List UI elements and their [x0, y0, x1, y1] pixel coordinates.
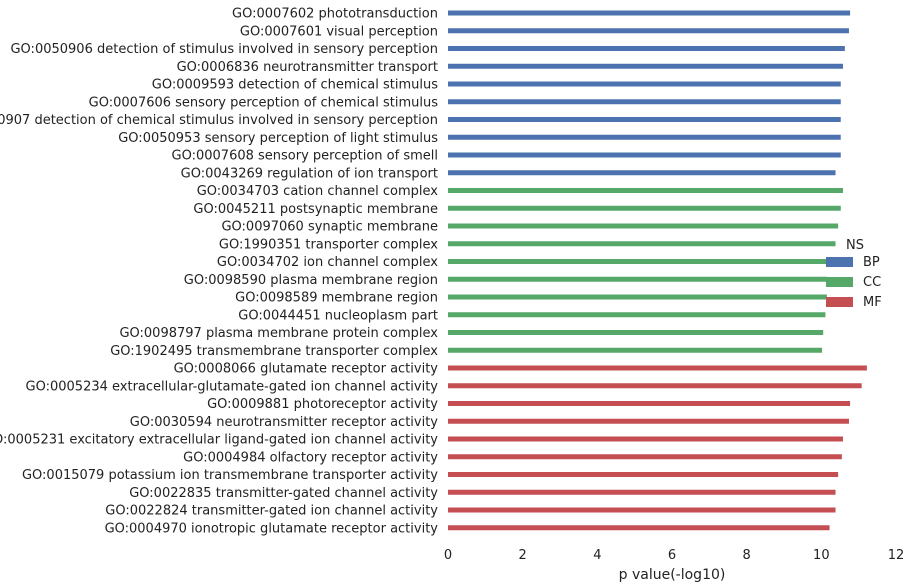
legend-label: CC	[863, 275, 881, 290]
category-label: GO:0009593 detection of chemical stimulu…	[152, 78, 438, 93]
bar	[448, 454, 842, 460]
category-label: GO:0007606 sensory perception of chemica…	[89, 95, 439, 110]
bar	[448, 10, 851, 16]
category-label: GO:0009881 photoreceptor activity	[207, 397, 438, 412]
bar	[448, 28, 849, 34]
category-label: GO:0005234 extracellular-glutamate-gated…	[26, 379, 439, 394]
legend-title: NS	[846, 238, 864, 253]
legend-swatch	[826, 257, 853, 267]
bar	[448, 81, 841, 87]
bar	[448, 347, 823, 353]
bar	[448, 383, 862, 389]
category-labels: GO:0007602 phototransduction GO:0007601 v…	[0, 7, 438, 537]
category-label: GO:0004984 olfactory receptor activity	[183, 450, 438, 465]
bar	[448, 205, 841, 211]
bar	[448, 152, 841, 158]
category-label: GO:0050953 sensory perception of light s…	[118, 131, 438, 146]
bar	[448, 401, 851, 406]
category-label: GO:1990351 transporter complex	[219, 237, 438, 252]
bar	[448, 259, 829, 264]
bars-layer	[448, 10, 867, 531]
bar	[448, 312, 826, 318]
category-label: GO:0007608 sensory perception of smell	[172, 149, 438, 164]
category-label: GO:0007602 phototransduction	[232, 7, 438, 22]
category-label: GO:0098590 plasma membrane region	[184, 273, 438, 288]
bar	[448, 436, 843, 442]
x-axis-label: p value(-log10)	[619, 567, 726, 583]
category-label: GO:0045211 postsynaptic membrane	[193, 202, 438, 217]
bar	[448, 418, 849, 424]
legend-label: MF	[863, 295, 882, 310]
x-axis: 0 2 4 6 8 10 12	[444, 548, 904, 563]
bar	[448, 365, 867, 371]
category-label: GO:0098589 membrane region	[235, 291, 438, 306]
category-label: GO:0022824 transmitter-gated ion channel…	[105, 504, 438, 519]
bar	[448, 188, 843, 193]
x-tick-label: 6	[668, 548, 676, 563]
bar	[448, 472, 839, 477]
category-label: GO:0004970 ionotropic glutamate receptor…	[105, 521, 439, 536]
category-label: GO:0015079 potassium ion transmembrane t…	[22, 468, 438, 483]
bar	[448, 46, 845, 51]
category-label: GO:0022835 transmitter-gated channel act…	[129, 486, 438, 501]
category-label: GO:0008066 glutamate receptor activity	[174, 362, 439, 377]
category-label: GO:0043269 regulation of ion transport	[181, 166, 438, 181]
bar	[448, 241, 836, 247]
bar	[448, 99, 841, 105]
legend-label: BP	[863, 255, 880, 270]
category-label: GO:0097060 synaptic membrane	[221, 220, 438, 235]
x-tick-label: 4	[593, 548, 601, 563]
bar	[448, 223, 839, 229]
category-label: GO:0044451 nucleoplasm part	[238, 308, 438, 323]
bar	[448, 170, 836, 176]
x-tick-label: 2	[519, 548, 527, 563]
x-tick-label: 10	[813, 548, 830, 563]
legend: NS BP CC MF	[826, 238, 882, 310]
bar	[448, 525, 830, 531]
x-tick-label: 12	[888, 548, 905, 563]
bar	[448, 489, 836, 495]
category-label: GO:0006836 neurotransmitter transport	[177, 60, 438, 75]
legend-swatch	[826, 297, 853, 307]
category-label: GO:0007601 visual perception	[240, 24, 438, 39]
category-label: GO:0034702 ion channel complex	[217, 255, 438, 270]
category-label: GO:0050906 detection of stimulus involve…	[10, 42, 438, 57]
bar	[448, 117, 841, 122]
bar	[448, 330, 824, 335]
category-label: GO:1902495 transmembrane transporter com…	[110, 344, 438, 359]
category-label: GO:0005231 excitatory extracellular liga…	[0, 433, 438, 448]
x-tick-label: 8	[743, 548, 751, 563]
bar	[448, 134, 841, 140]
bar	[448, 276, 827, 282]
category-label: GO:0030594 neurotransmitter receptor act…	[130, 415, 439, 430]
bar	[448, 294, 827, 300]
bar	[448, 63, 843, 69]
x-tick-label: 0	[444, 548, 452, 563]
bar	[448, 507, 836, 513]
category-label: GO:0098797 plasma membrane protein compl…	[119, 326, 438, 341]
legend-swatch	[826, 277, 853, 287]
category-label: GO:0034703 cation channel complex	[197, 184, 439, 199]
category-label: GO:0050907 detection of chemical stimulu…	[0, 113, 438, 128]
